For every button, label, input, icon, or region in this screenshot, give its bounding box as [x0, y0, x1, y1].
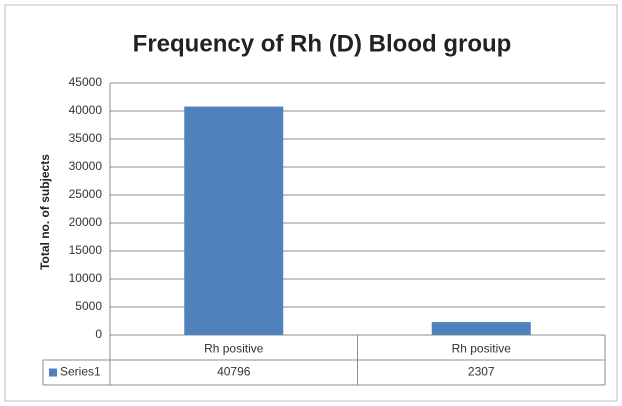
y-tick-label: 30000 [69, 159, 103, 173]
y-axis-label: Total no. of subjects [38, 154, 52, 270]
x-tick-label: Rh positive [452, 342, 512, 356]
y-tick-label: 5000 [75, 299, 102, 313]
bar [431, 322, 531, 335]
y-tick-label: 20000 [69, 215, 103, 229]
x-tick-label: Rh positive [204, 342, 264, 356]
table-value: 2307 [468, 365, 495, 379]
legend-label: Series1 [60, 365, 101, 379]
y-tick-label: 35000 [69, 131, 103, 145]
chart-border [4, 4, 618, 402]
legend-key [49, 368, 57, 377]
bar [184, 106, 284, 336]
table-value: 40796 [217, 365, 251, 379]
y-tick-label: 0 [95, 327, 102, 341]
y-tick-label: 40000 [69, 103, 103, 117]
y-tick-label: 10000 [69, 271, 103, 285]
chart-title: Frequency of Rh (D) Blood group [133, 30, 512, 57]
y-tick-label: 45000 [69, 75, 103, 89]
y-tick-label: 25000 [69, 187, 103, 201]
y-tick-label: 15000 [69, 243, 103, 257]
